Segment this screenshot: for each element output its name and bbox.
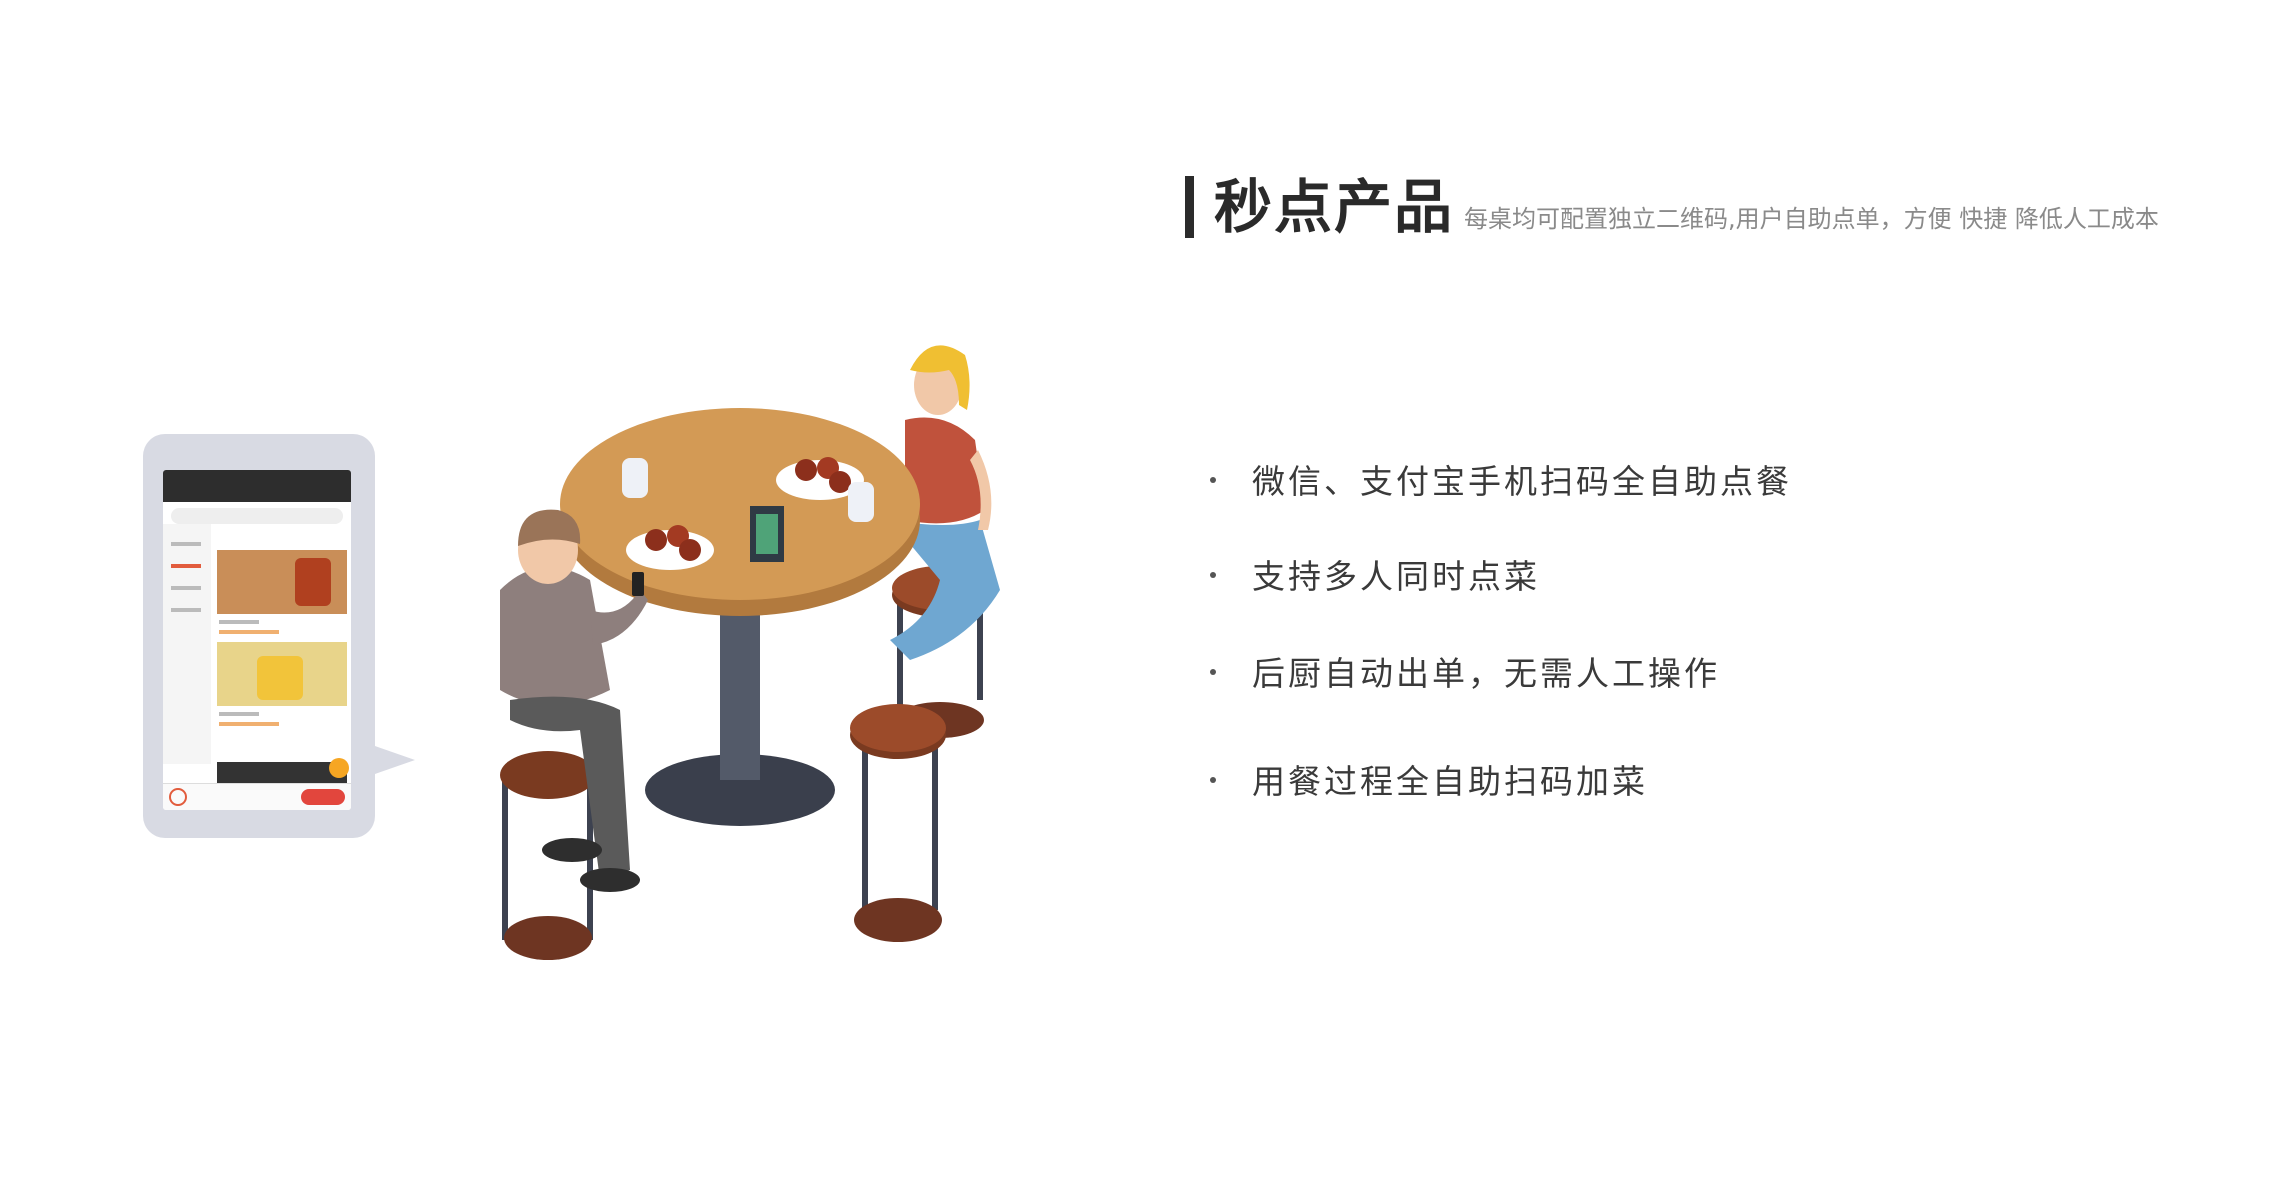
stool-front-right	[850, 704, 946, 942]
woman-figure	[890, 345, 1000, 660]
stool-front-left	[500, 751, 596, 960]
restaurant-scene-illustration	[500, 345, 1000, 960]
table-items	[622, 457, 874, 570]
speech-bubble-tail	[375, 746, 415, 774]
bullet-icon	[1210, 571, 1216, 578]
cart-icon	[169, 788, 187, 806]
page-title: 秒点产品	[1214, 173, 1455, 241]
feature-item: 用餐过程全自助扫码加菜	[1210, 755, 1648, 803]
bullet-icon	[1210, 668, 1216, 675]
section-heading: 秒点产品 每桌均可配置独立二维码,用户自助点单，方便 快捷 降低人工成本	[1185, 170, 2159, 244]
man-figure	[500, 509, 648, 892]
feature-text: 用餐过程全自助扫码加菜	[1252, 762, 1648, 801]
bullet-icon	[1210, 776, 1216, 783]
bullet-icon	[1210, 476, 1216, 483]
feature-text: 微信、支付宝手机扫码全自助点餐	[1252, 462, 1792, 501]
phone-screenshot-card	[143, 434, 415, 838]
page-subtitle: 每桌均可配置独立二维码,用户自助点单，方便 快捷 降低人工成本	[1464, 205, 2159, 233]
phone-screen-illustration	[163, 470, 351, 810]
feature-item: 支持多人同时点菜	[1210, 550, 1540, 598]
heading-accent-bar	[1185, 176, 1194, 238]
feature-text: 支持多人同时点菜	[1252, 557, 1540, 596]
feature-item: 后厨自动出单，无需人工操作	[1210, 647, 1720, 695]
add-icon	[329, 758, 349, 778]
feature-item: 微信、支付宝手机扫码全自助点餐	[1210, 455, 1792, 503]
feature-text: 后厨自动出单，无需人工操作	[1252, 654, 1720, 693]
